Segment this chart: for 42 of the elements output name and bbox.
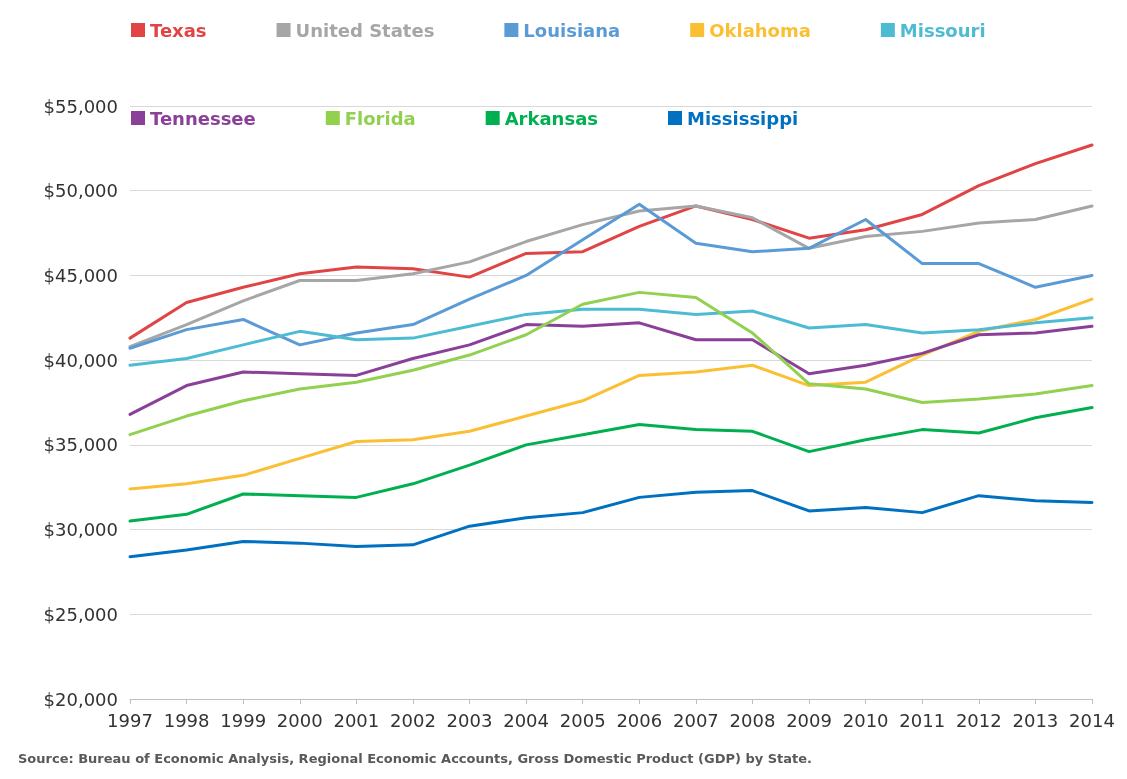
- x-tick-label: 2012: [955, 709, 1002, 731]
- x-tick-label: 2009: [786, 709, 832, 731]
- y-tick-label: $20,000: [43, 688, 118, 710]
- legend-label: Oklahoma: [709, 19, 811, 41]
- line-series: [128, 321, 1094, 416]
- x-tick-label: 2003: [446, 709, 493, 731]
- line-series: [128, 406, 1094, 523]
- line-series: [128, 307, 1094, 367]
- x-tick-label: 2000: [276, 709, 323, 731]
- x-tick-label: 2006: [616, 709, 663, 731]
- line-series: [128, 489, 1094, 559]
- line-series: [128, 297, 1094, 491]
- y-tick-label: $30,000: [43, 519, 118, 541]
- y-tick-label: $25,000: [43, 603, 118, 625]
- x-tick-label: 2011: [899, 709, 946, 731]
- x-tick-label: 2008: [729, 709, 776, 731]
- x-tick-label: 2007: [672, 709, 719, 731]
- x-tick-label: 2013: [1012, 709, 1059, 731]
- x-tick-label: 2002: [390, 709, 436, 731]
- x-tick-label: 2005: [559, 709, 606, 731]
- x-tick-label: 2014: [1069, 709, 1115, 731]
- y-tick-label: $40,000: [43, 349, 118, 371]
- y-tick-label: $55,000: [43, 95, 118, 117]
- x-tick-label: 2004: [503, 709, 550, 731]
- x-tick-label: 2010: [842, 709, 889, 731]
- legend-label: Tennessee: [150, 107, 256, 129]
- x-tick-label: 1998: [163, 709, 210, 731]
- source-note: Source: Bureau of Economic Analysis, Regional Economic Accounts, Gross Domestic Product (GDP) by State.: [18, 751, 813, 766]
- legend-label: Arkansas: [504, 107, 599, 129]
- y-tick-label: $50,000: [43, 180, 118, 202]
- legend-label: Louisiana: [523, 19, 621, 41]
- y-tick-label: $35,000: [43, 434, 118, 456]
- x-tick-label: 2001: [333, 709, 380, 731]
- legend-label: Texas: [150, 19, 207, 41]
- y-tick-label: $45,000: [43, 264, 118, 286]
- legend-label: Florida: [344, 107, 416, 129]
- x-tick-label: 1999: [220, 709, 267, 731]
- legend-label: Mississippi: [687, 107, 799, 129]
- legend-label: United States: [295, 19, 435, 41]
- x-tick-label: 1997: [107, 709, 153, 731]
- legend-label: Missouri: [899, 19, 986, 41]
- line-series: [128, 290, 1094, 437]
